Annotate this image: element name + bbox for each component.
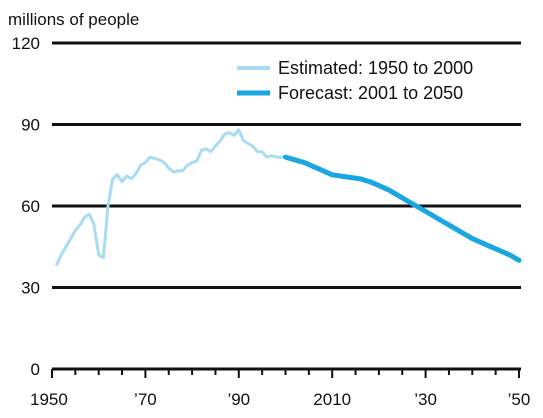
legend: Estimated: 1950 to 2000 Forecast: 2001 to… (237, 58, 473, 103)
legend-label-forecast: Forecast: 2001 to 2050 (278, 83, 463, 103)
series-lines (55, 128, 522, 266)
legend-label-estimated: Estimated: 1950 to 2000 (278, 58, 473, 78)
y-axis-tick-labels: 0 30 60 90 120 (12, 34, 40, 379)
x-tick-label-2030: ’30 (414, 390, 437, 409)
x-tick-label-1950: 1950 (30, 390, 68, 409)
y-axis-unit-label: millions of people (8, 10, 139, 29)
series-line-forecast (283, 154, 522, 263)
series-line-estimated (55, 128, 287, 266)
x-tick-label-1990: ’90 (227, 390, 250, 409)
y-tick-label-30: 30 (21, 279, 40, 298)
y-tick-label-0: 0 (31, 360, 40, 379)
y-tick-label-120: 120 (12, 34, 40, 53)
x-tick-label-2010: 2010 (313, 390, 351, 409)
y-tick-label-60: 60 (21, 197, 40, 216)
x-axis: 1950 ’70 ’90 2010 ’30 ’50 (30, 367, 531, 409)
y-tick-label-90: 90 (21, 116, 40, 135)
x-tick-label-2050: ’50 (508, 390, 531, 409)
gridlines (52, 41, 521, 289)
x-tick-label-1970: ’70 (134, 390, 157, 409)
